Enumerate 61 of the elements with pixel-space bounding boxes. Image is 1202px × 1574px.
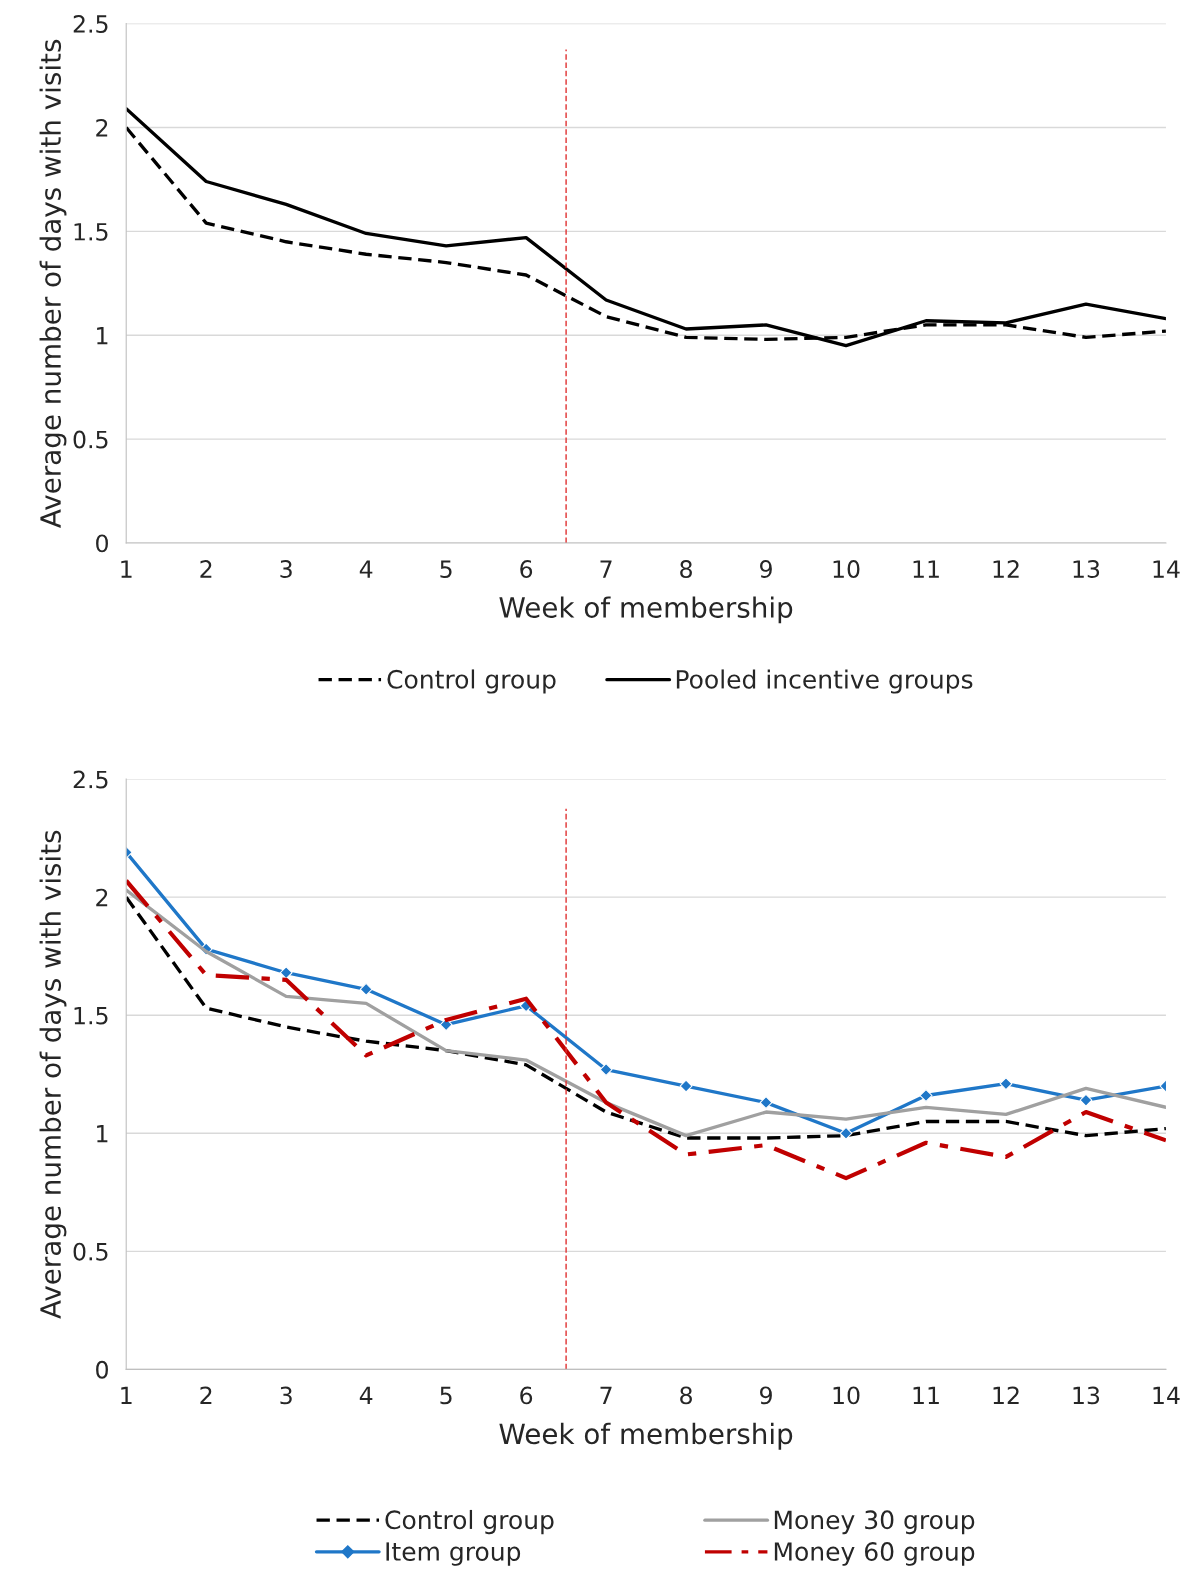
- x-tick-label: 11: [913, 1386, 939, 1404]
- point: [759, 1096, 773, 1109]
- legend-label: Money 30 group: [774, 1510, 975, 1535]
- x-tick-label: 12: [993, 560, 1019, 578]
- y-tick-label: 2: [96, 888, 108, 907]
- x-tick-label: 3: [280, 1386, 292, 1405]
- x-tick-label: 9: [760, 560, 772, 578]
- x-tick-label: 6: [520, 560, 533, 578]
- line-series: [126, 878, 1166, 1181]
- y-tick-label: 1.5: [74, 223, 108, 241]
- y-tick-label: 0.5: [73, 430, 108, 449]
- y-tick-label: 1: [97, 327, 108, 345]
- y-tick-label: 2.5: [73, 15, 108, 33]
- x-axis-title: Week of membership: [499, 596, 793, 624]
- y-tick-label: 0: [96, 534, 108, 553]
- x-tick-label: 5: [440, 1386, 452, 1405]
- legend-label: Control group: [385, 1509, 554, 1535]
- x-tick-label: 13: [1073, 1386, 1100, 1405]
- point: [439, 1018, 453, 1032]
- legend-label: Control group: [387, 669, 556, 694]
- x-axis-title: Week of membership: [499, 1422, 793, 1450]
- point: [839, 1126, 853, 1140]
- x-tick-label: 4: [359, 560, 373, 578]
- x-tick-label: 2: [200, 1386, 212, 1404]
- x-tick-label: 4: [359, 1386, 373, 1404]
- y-tick-label: 0: [96, 1360, 108, 1379]
- x-tick-label: 1: [121, 1386, 132, 1404]
- point: [679, 1079, 693, 1093]
- legend-label: Pooled incentive groups: [676, 669, 973, 694]
- point: [919, 1089, 933, 1102]
- x-tick-label: 10: [833, 1386, 860, 1405]
- y-tick-label: 1.5: [74, 1006, 108, 1025]
- x-tick-label: 7: [600, 560, 612, 578]
- y-tick-label: 0.5: [73, 1242, 108, 1261]
- y-tick-label: 2: [96, 118, 108, 137]
- x-tick-label: 10: [833, 560, 860, 578]
- legend-label: Item group: [386, 1542, 521, 1566]
- x-tick-label: 5: [440, 560, 452, 578]
- y-axis-title: Average number of days with visits: [39, 830, 67, 1319]
- x-tick-label: 6: [520, 1386, 533, 1405]
- y-tick-label: 2.5: [73, 770, 108, 789]
- x-tick-label: 14: [1153, 1386, 1180, 1404]
- point: [359, 982, 373, 996]
- x-tick-label: 3: [280, 560, 292, 578]
- x-tick-label: 14: [1153, 560, 1180, 578]
- y-axis-title: Average number of days with visits: [39, 39, 67, 528]
- x-tick-label: 8: [680, 560, 692, 578]
- x-tick-label: 8: [680, 1386, 692, 1405]
- point: [279, 966, 293, 980]
- point: [1079, 1093, 1093, 1107]
- y-tick-label: 1: [97, 1125, 108, 1143]
- point: [999, 1077, 1013, 1091]
- x-tick-label: 7: [600, 1386, 612, 1404]
- point: [599, 1063, 613, 1076]
- x-tick-label: 13: [1073, 560, 1100, 578]
- legend-label: Money 60 group: [774, 1542, 975, 1566]
- x-tick-label: 9: [760, 1386, 772, 1405]
- x-tick-label: 11: [913, 560, 939, 578]
- x-tick-label: 1: [121, 560, 132, 578]
- x-tick-label: 2: [200, 560, 212, 578]
- x-tick-label: 12: [993, 1386, 1019, 1404]
